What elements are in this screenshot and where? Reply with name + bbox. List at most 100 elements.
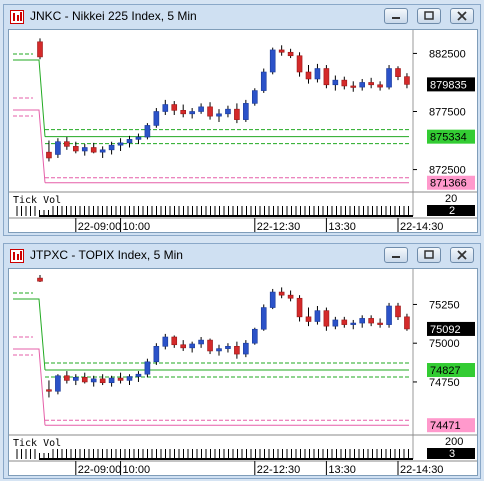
candle-body-down [64,141,70,147]
candle [73,374,79,386]
maximize-button[interactable] [417,8,441,24]
minimize-button[interactable] [384,8,408,24]
candle [55,374,61,395]
candle-body-down [180,110,186,115]
candle-body-down [323,68,330,86]
candle-body-up [359,82,366,88]
candle [314,63,321,83]
candle-body-up [216,348,222,352]
candle [162,333,169,350]
topix-chart-window[interactable]: JTPXC - TOPIX Index, 5 Min 75250 75000 747… [3,243,481,479]
maximize-button[interactable] [417,247,441,263]
price-chart[interactable]: 75250 75000 74750 75092 74827 74471 Tick Vol 20… [8,268,478,476]
candle-body-up [225,346,231,349]
candle-body-up [189,111,195,115]
candle [189,341,195,353]
candle [386,302,392,328]
candle-body-up [189,343,195,349]
minimize-icon [392,256,400,258]
candle-body-up [108,144,115,151]
minimize-icon [392,17,400,19]
chart-app-icon [10,249,24,263]
nikkei-chart-window[interactable]: JNKC - Nikkei 225 Index, 5 Min 882500 877… [3,4,481,236]
candle [234,341,240,359]
tick-vol-current-box [427,205,475,216]
candle-body-up [153,346,160,363]
candle [296,52,303,77]
candle [323,307,330,331]
candle [395,66,401,81]
close-button[interactable] [450,8,474,24]
price-tick-label: 75000 [429,338,460,350]
close-button[interactable] [450,247,474,263]
candle-body-down [404,76,410,85]
window-titlebar[interactable]: JTPXC - TOPIX Index, 5 Min [4,244,480,268]
candle-body-down [341,319,348,325]
candle [108,141,115,155]
candle-body-up [260,71,267,91]
candle [368,77,374,89]
candle-body-up [252,328,258,344]
candle-body-up [144,125,151,138]
candle [81,144,88,156]
window-titlebar[interactable]: JNKC - Nikkei 225 Index, 5 Min [4,5,480,29]
candle [314,306,321,325]
candle [126,374,133,386]
candle [117,372,124,384]
candle [225,343,231,353]
time-tick-label: 22-14:30 [400,464,443,476]
candle-body-down [296,297,303,318]
candle [144,358,151,378]
candle [189,108,195,119]
candle-body-down [404,316,410,330]
candle-body-down [234,346,240,355]
candle-body-down [207,339,213,352]
tick-vol-current-box [427,448,475,459]
candle-body-up [135,136,142,140]
candle [359,78,366,91]
candle [171,101,178,115]
candle [37,38,43,60]
time-tick-label: 22-12:30 [257,221,300,233]
candle [377,81,383,91]
price-chart-canvas[interactable]: 75250 75000 74750 75092 74827 74471 Tick Vol 20… [9,269,478,476]
candle-body-up [314,68,321,80]
candle-body-down [73,146,79,152]
candle [260,304,267,331]
time-tick-label: 22-14:30 [400,221,443,233]
candle-body-down [64,375,70,381]
candle [305,307,312,327]
price-chart[interactable]: 882500 877500 872500 879835 875334 871366 Tick… [8,29,478,233]
candle-body-up [243,342,249,355]
candle [198,103,204,114]
candle [99,146,106,158]
candle-body-up [144,361,151,375]
candle-body-down [171,336,178,346]
candle-body-down [287,51,294,57]
candle-body-down [377,322,383,325]
candle [341,316,348,328]
candle [64,137,70,150]
current-price-box [427,77,475,92]
minimize-button[interactable] [384,247,408,263]
candle [90,375,97,387]
candle-body-up [198,106,204,112]
candle-body-down [305,71,312,80]
candle [46,380,52,398]
candle-body-up [350,322,357,325]
time-tick-label: 13:30 [328,464,356,476]
green-level-price-box-label: 875334 [430,132,467,144]
close-icon [457,250,467,260]
candle-body-up [269,49,276,73]
candle-body-up [135,373,142,377]
candle-body-up [252,90,258,104]
tick-vol-label: Tick Vol [13,438,61,449]
price-chart-canvas[interactable]: 882500 877500 872500 879835 875334 871366 Tick… [9,30,478,233]
candle [99,374,106,386]
candle [216,109,222,122]
window-title: JTPXC - TOPIX Index, 5 Min [30,248,183,262]
volume-baseline [39,215,413,217]
candle [350,81,357,92]
tick-vol-scale-label: 20 [445,193,457,205]
candle [234,103,240,124]
